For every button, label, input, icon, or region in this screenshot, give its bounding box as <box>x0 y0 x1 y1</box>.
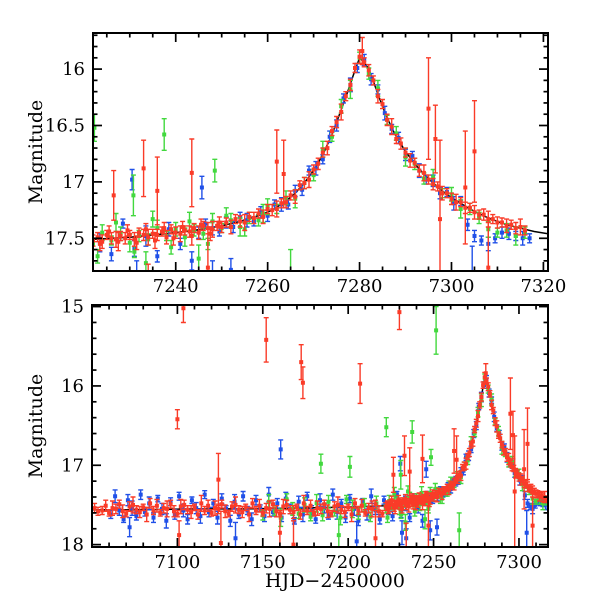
top-x-tick-label: 7240 <box>153 276 199 297</box>
y-axis-label-top: Magnitude <box>25 99 47 205</box>
top-y-tick-label: 16.5 <box>45 116 85 137</box>
bottom-x-tick-label: 7150 <box>240 552 286 573</box>
bottom-x-tick-label: 7200 <box>325 552 371 573</box>
top-x-tick-label: 7300 <box>429 276 475 297</box>
bottom-y-tick-label: 15 <box>61 297 84 318</box>
top-panel-tick-labels: 7240 7260 7280 7300 7320 16 16.5 17 17.5 <box>45 59 566 297</box>
top-panel-data-area <box>93 36 548 271</box>
bottom-panel-data-area <box>92 305 548 547</box>
top-panel-frame <box>92 32 549 272</box>
top-x-tick-label: 7320 <box>520 276 566 297</box>
red-survey-error-bars <box>93 36 528 271</box>
bottom-y-tick-label: 16 <box>61 376 84 397</box>
bottom-panel-ticks <box>91 305 548 547</box>
model-curve <box>92 375 548 511</box>
x-axis-label: HJD−2450000 <box>265 570 405 592</box>
top-panel: 7240 7260 7280 7300 7320 16 16.5 17 17.5 <box>45 32 566 297</box>
bottom-panel-frame <box>91 304 549 548</box>
red-survey-points <box>92 305 548 547</box>
top-panel-ticks <box>93 33 548 271</box>
red-survey-error-bars <box>92 305 548 547</box>
bottom-y-tick-label: 17 <box>61 455 84 476</box>
top-y-tick-label: 16 <box>62 59 85 80</box>
bottom-x-tick-label: 7300 <box>496 552 542 573</box>
red-survey-points <box>93 36 528 271</box>
top-x-tick-label: 7260 <box>245 276 291 297</box>
bottom-x-tick-label: 7100 <box>154 552 200 573</box>
blue-survey-points <box>108 374 548 547</box>
y-axis-label-bottom: Magnitude <box>25 373 47 479</box>
bottom-y-tick-label: 18 <box>61 535 84 556</box>
bottom-x-tick-label: 7250 <box>411 552 457 573</box>
top-y-tick-label: 17.5 <box>45 228 85 249</box>
top-y-tick-label: 17 <box>62 172 85 193</box>
bottom-panel-tick-labels: 7100 7150 7200 7250 7300 15 16 17 18 <box>61 297 542 573</box>
blue-survey-error-bars <box>108 374 548 547</box>
top-x-tick-label: 7280 <box>337 276 383 297</box>
bottom-panel: 7100 7150 7200 7250 7300 15 16 17 18 <box>61 297 549 573</box>
